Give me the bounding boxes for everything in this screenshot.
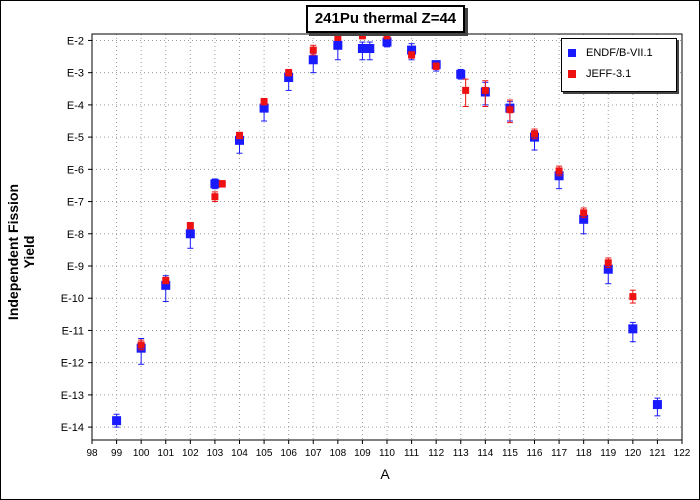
x-tick-label: 105 xyxy=(256,448,273,459)
data-point-jeff xyxy=(218,180,226,188)
data-point-endf xyxy=(112,416,122,426)
data-point-jeff xyxy=(186,222,194,230)
data-point-jeff xyxy=(629,293,637,301)
legend-label-jeff: JEFF-3.1 xyxy=(586,68,632,80)
legend: ENDF/B-VII.1 JEFF-3.1 xyxy=(561,38,677,92)
data-point-endf xyxy=(333,40,343,50)
x-axis-label: A xyxy=(380,466,390,482)
x-tick-label: 121 xyxy=(649,448,666,459)
x-tick-label: 118 xyxy=(576,448,592,459)
data-point-endf xyxy=(161,280,171,290)
x-tick-label: 115 xyxy=(502,448,518,459)
y-axis-label: Independent Fission Yield xyxy=(5,183,37,321)
legend-swatch-jeff xyxy=(568,70,576,78)
x-tick-label: 117 xyxy=(551,448,567,459)
x-tick-label: 101 xyxy=(157,448,174,459)
y-tick-label: E-8 xyxy=(67,229,84,241)
data-point-jeff xyxy=(555,167,563,175)
data-point-jeff xyxy=(285,69,293,77)
data-point-jeff xyxy=(432,62,440,70)
data-point-jeff xyxy=(358,32,366,40)
data-point-jeff xyxy=(408,51,416,59)
data-point-endf xyxy=(185,229,195,239)
legend-item-jeff: JEFF-3.1 xyxy=(568,67,631,81)
y-tick-label: E-10 xyxy=(61,293,84,305)
data-point-endf xyxy=(628,324,638,334)
y-tick-label: E-7 xyxy=(67,197,84,209)
data-point-jeff xyxy=(236,132,243,139)
x-tick-label: 119 xyxy=(600,448,616,459)
x-tick-label: 111 xyxy=(404,448,420,459)
data-point-jeff xyxy=(531,130,538,138)
chart-title: 241Pu thermal Z=44 xyxy=(306,5,465,33)
x-tick-label: 106 xyxy=(280,448,297,459)
data-point-endf xyxy=(456,69,466,79)
data-point-jeff xyxy=(334,33,342,41)
x-tick-label: 122 xyxy=(674,448,691,459)
y-tick-label: E-12 xyxy=(61,358,84,370)
data-point-jeff xyxy=(481,86,489,94)
x-tick-label: 114 xyxy=(477,448,493,459)
x-tick-label: 120 xyxy=(624,448,641,459)
y-tick-label: E-2 xyxy=(67,35,84,47)
y-tick-label: E-13 xyxy=(61,390,84,402)
data-point-jeff xyxy=(604,259,612,267)
legend-item-endf: ENDF/B-VII.1 xyxy=(568,46,653,60)
y-axis-ticks: E-2 E-3 E-4 E-5 E-6 E-7 E-8 E-9 E-10 E-11 E-12 E-13… xyxy=(61,35,92,434)
data-point-endf xyxy=(382,37,392,47)
y-tick-label: E-11 xyxy=(62,325,84,337)
y-tick-label: E-5 xyxy=(67,132,84,144)
data-point-endf xyxy=(284,73,294,82)
data-point-endf xyxy=(407,45,417,55)
data-point-jeff xyxy=(309,46,317,54)
data-point-jeff xyxy=(162,277,170,284)
x-tick-label: 109 xyxy=(354,448,371,459)
data-point-endf xyxy=(603,264,613,274)
x-tick-label: 100 xyxy=(133,448,150,459)
data-point-endf xyxy=(652,400,662,410)
data-point-jeff xyxy=(383,32,391,40)
data-point-jeff xyxy=(462,86,470,94)
x-tick-label: 102 xyxy=(182,448,199,459)
x-tick-label: 112 xyxy=(428,448,444,459)
x-tick-label: 107 xyxy=(305,448,322,459)
data-point-endf xyxy=(210,179,220,189)
y-tick-label: E-14 xyxy=(61,422,84,434)
x-tick-label: 98 xyxy=(86,448,98,459)
x-tick-label: 113 xyxy=(453,448,469,459)
legend-swatch-endf xyxy=(568,49,576,57)
x-tick-label: 103 xyxy=(207,448,224,459)
data-point-endf xyxy=(579,214,589,224)
x-tick-label: 110 xyxy=(379,448,395,459)
data-point-endf xyxy=(357,44,367,53)
data-point-endf xyxy=(259,103,269,113)
data-point-endf xyxy=(308,55,318,65)
data-points xyxy=(112,31,662,428)
data-point-jeff xyxy=(137,341,145,349)
data-point-jeff xyxy=(211,193,219,201)
data-point-endf xyxy=(365,44,375,53)
x-tick-label: 108 xyxy=(329,448,346,459)
y-tick-label: E-3 xyxy=(67,68,84,80)
data-point-jeff xyxy=(260,98,268,106)
data-point-jeff xyxy=(506,106,514,114)
grid-lines xyxy=(92,34,682,440)
y-tick-label: E-6 xyxy=(67,164,84,176)
legend-label-endf: ENDF/B-VII.1 xyxy=(586,47,653,59)
x-tick-label: 99 xyxy=(111,448,123,459)
y-tick-label: E-4 xyxy=(67,100,84,112)
data-point-endf xyxy=(235,135,244,145)
y-tick-label: E-9 xyxy=(67,261,84,273)
x-axis-ticks: 98 99 100 101 102 103 104 105 106 107 108 109 110 111… xyxy=(86,440,691,459)
data-point-jeff xyxy=(580,209,588,217)
x-tick-label: 116 xyxy=(527,448,543,459)
x-tick-label: 104 xyxy=(231,448,248,459)
